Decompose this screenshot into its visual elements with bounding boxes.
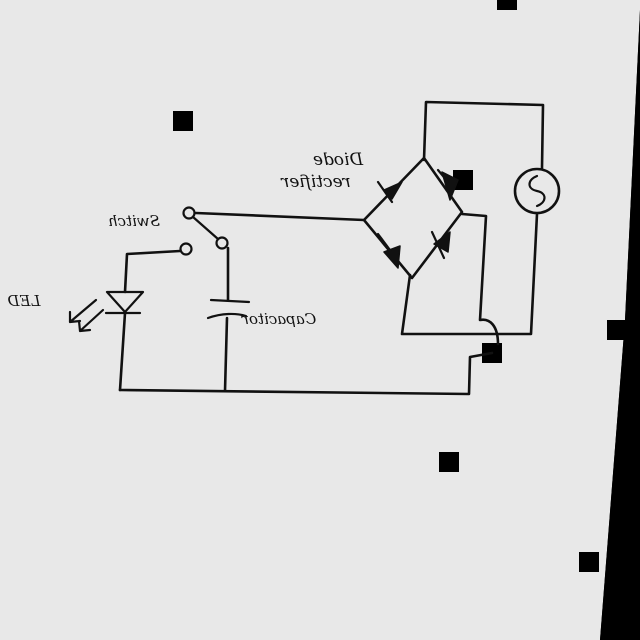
wire-top-to-source — [422, 100, 545, 170]
label-switch: Switch — [108, 212, 160, 230]
switch-terminal-pivot — [215, 236, 229, 250]
wire-bridge-to-switch — [194, 211, 366, 222]
led-triangle — [105, 290, 145, 314]
led — [68, 290, 145, 333]
sine-wave-icon — [528, 174, 546, 208]
diode-triangle-icon — [436, 168, 459, 201]
switch-terminal-led — [179, 242, 193, 256]
diode-triangle-icon — [376, 232, 401, 269]
bridge-rectifier — [362, 156, 464, 280]
capacitor-plate-top — [209, 298, 251, 304]
diode-bar — [430, 230, 446, 260]
diode-lower-right — [433, 231, 451, 253]
wire-led-down — [118, 311, 127, 392]
diode-triangle-icon — [376, 180, 403, 204]
noise-square — [439, 452, 459, 472]
wire-source-to-bottom — [400, 212, 539, 336]
diode-lower-left — [383, 245, 401, 269]
wire-capacitor-down — [223, 316, 229, 393]
diode-bar — [376, 232, 392, 252]
diode-bar — [376, 180, 394, 204]
noise-square — [497, 0, 517, 10]
diode-bar — [436, 168, 450, 184]
switch-terminal-top — [182, 206, 196, 220]
wire-bottom-return — [118, 351, 494, 396]
diode-triangle-icon — [430, 230, 451, 260]
noise-square — [607, 320, 627, 340]
capacitor-plate-bottom — [206, 312, 248, 320]
label-capacitor: Capacitor — [241, 310, 316, 328]
led-arrows-icon — [68, 298, 105, 333]
wire-right-node-down — [460, 212, 500, 346]
scan-noise — [173, 0, 627, 572]
label-diode-line2: rectifier — [280, 172, 350, 192]
switch — [179, 206, 229, 256]
switch-lever — [191, 215, 220, 241]
label-led: LED — [8, 292, 42, 310]
noise-square — [453, 170, 473, 190]
noise-square — [579, 552, 599, 572]
scan-edge — [600, 10, 640, 640]
label-diode-line1: Diode — [313, 150, 364, 170]
noise-square — [173, 111, 193, 131]
capacitor — [206, 298, 251, 320]
wire-switch-to-led — [123, 249, 182, 294]
